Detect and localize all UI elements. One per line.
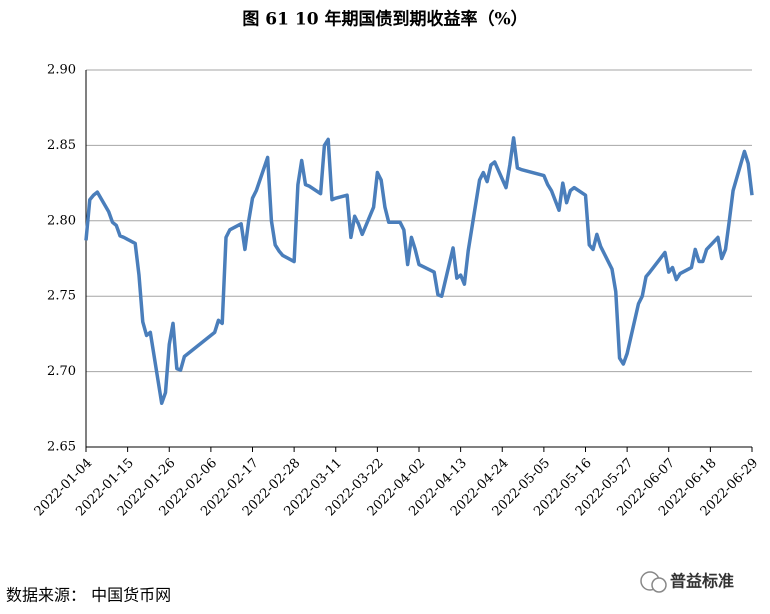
- line-series: [84, 136, 754, 406]
- source-note: 数据来源： 中国货币网: [6, 586, 171, 605]
- y-tick-label: 2.65: [47, 440, 76, 455]
- y-tick-label: 2.80: [47, 213, 76, 228]
- y-tick-label: 2.70: [47, 364, 76, 379]
- y-tick-label: 2.75: [47, 289, 76, 304]
- watermark: 普益标准: [670, 572, 734, 591]
- y-tick-label: 2.90: [47, 63, 76, 78]
- y-tick-label: 2.85: [47, 138, 76, 153]
- watermark-icon: [640, 571, 667, 593]
- chart-title: 图 61 10 年期国债到期收益率（%）: [242, 9, 527, 30]
